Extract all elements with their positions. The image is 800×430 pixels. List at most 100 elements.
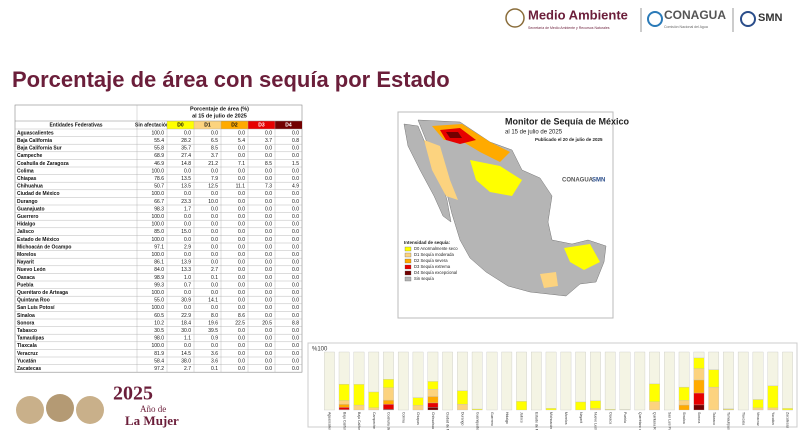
bar-segment [531, 351, 542, 411]
cell-value: 0.1 [211, 366, 218, 372]
bar-segment [427, 389, 439, 397]
state-name: Estado de México [17, 237, 59, 243]
cell-value: 22.5 [235, 320, 245, 326]
cell-value: 2.7 [211, 267, 218, 273]
bar-segment [767, 351, 779, 387]
cell-value: 39.5 [208, 328, 218, 334]
bar-segment [457, 390, 468, 405]
bar-label: Estado de México [534, 412, 538, 430]
legend-label: D3 Sequía extrema [414, 264, 451, 269]
bar-segment [368, 351, 380, 393]
cell-value: 0.0 [184, 343, 191, 349]
cell-value: 0.0 [265, 130, 272, 136]
cell-value: 14.1 [208, 298, 218, 304]
cell-value: 0.0 [292, 252, 299, 258]
portrait [46, 394, 74, 422]
cell-value: 0.0 [211, 282, 218, 288]
map-logo: CONAGUA [562, 178, 594, 184]
cell-value: 78.6 [154, 176, 164, 182]
bar-segment [383, 379, 394, 388]
bar-segment [678, 404, 690, 411]
state-name: Yucatán [17, 358, 36, 364]
cell-value: 0.0 [292, 298, 299, 304]
drought-yucatan [564, 244, 600, 270]
cell-value: 0.0 [238, 351, 245, 357]
cell-value: 0.0 [238, 366, 245, 372]
cell-value: 0.0 [238, 358, 245, 364]
cell-value: 0.0 [265, 260, 272, 266]
bar-segment [590, 351, 601, 401]
cell-value: 0.0 [238, 260, 245, 266]
cell-value: 0.0 [292, 282, 299, 288]
bar-segment [678, 351, 690, 388]
cell-value: 3.6 [211, 358, 218, 364]
bar-label: Zacatecas [786, 412, 790, 428]
drought-table: Porcentaje de área (%)al 15 de julio de … [14, 104, 303, 373]
cell-value: 38.0 [181, 358, 191, 364]
cell-value: 27.4 [181, 153, 191, 159]
cell-value: 0.0 [184, 130, 191, 136]
drought-exceptional [446, 132, 462, 138]
bar-segment [575, 401, 586, 411]
cell-value: 0.0 [265, 229, 272, 235]
bar-segment [782, 351, 793, 409]
cell-value: 35.7 [181, 146, 191, 152]
cell-value: 0.0 [292, 343, 299, 349]
bar-segment [516, 351, 527, 402]
cell-value: 0.0 [292, 313, 299, 319]
legend-title: Intensidad de sequía: [404, 240, 451, 245]
bar-segment [708, 386, 720, 411]
cell-value: 58.4 [154, 358, 164, 364]
bar-segment [708, 369, 720, 388]
state-name: Jalisco [17, 229, 34, 235]
cell-value: 0.0 [292, 153, 299, 159]
legend-swatch [404, 252, 412, 258]
cell-value: 13.5 [181, 184, 191, 190]
cell-value: 100.0 [151, 168, 164, 174]
header-cell [275, 121, 302, 129]
legend-swatch [404, 276, 412, 282]
bar-label: Tamaulipas [727, 412, 731, 430]
cell-value: 10.0 [208, 199, 218, 205]
bar-segment [412, 351, 424, 398]
cell-value: 0.0 [265, 237, 272, 243]
cell-value: 0.0 [265, 199, 272, 205]
legend-swatch [404, 270, 412, 276]
cell-value: 0.0 [265, 328, 272, 334]
bar-label: Sinaloa [682, 412, 686, 424]
cell-value: 84.0 [154, 267, 164, 273]
cell-value: 3.6 [211, 351, 218, 357]
map-title: Monitor de Sequía de México [505, 116, 630, 126]
bar-segment [649, 383, 660, 402]
cell-value: 8.5 [265, 161, 272, 167]
cell-value: 0.0 [265, 191, 272, 197]
bar-label: Yucatán [771, 412, 775, 425]
bar-label: Chihuahua [431, 412, 435, 429]
cell-value: 0.0 [184, 290, 191, 296]
cell-value: 0.0 [238, 191, 245, 197]
bars: Aguascalientes Baja California Baja Califo… [324, 351, 793, 430]
bar-segment [723, 351, 734, 409]
logo-drop [647, 11, 663, 27]
bar-label: Morelos [564, 412, 568, 425]
cell-value: 13.9 [181, 260, 191, 266]
brand-sub: Secretaría de Medio Ambiente y Recursos … [528, 26, 610, 30]
bar-segment [427, 351, 439, 382]
cell-value: 0.0 [292, 176, 299, 182]
cell-value: 0.0 [238, 305, 245, 311]
cell-value: 28.2 [181, 138, 191, 144]
cell-value: 0.0 [211, 290, 218, 296]
bar-label: Baja California Sur [357, 412, 361, 430]
legend-label: D2 Sequía severa [414, 258, 448, 263]
cell-value: 0.0 [211, 229, 218, 235]
bar-segment [353, 404, 365, 411]
column-header: Sin afectación [135, 122, 169, 128]
footer-line: La Mujer [125, 413, 179, 428]
legend-label: D4 Sequía excepcional [414, 270, 457, 275]
bar-segment [397, 351, 409, 411]
cell-value: 86.1 [154, 260, 164, 266]
cell-value: 0.0 [265, 313, 272, 319]
state-name: Chihuahua [17, 184, 43, 190]
cell-value: 100.0 [151, 214, 164, 220]
